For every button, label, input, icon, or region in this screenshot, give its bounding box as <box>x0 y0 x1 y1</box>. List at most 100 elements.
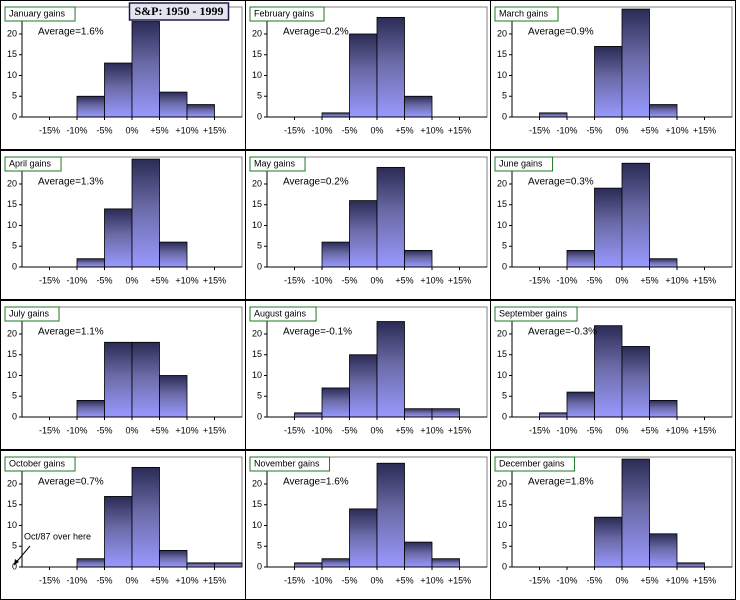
panel-title: October gains <box>9 458 66 468</box>
panel-title: December gains <box>499 458 565 468</box>
x-tick-label: +15% <box>448 425 471 435</box>
x-tick-label: +10% <box>420 275 443 285</box>
panel: 0510152025-15%-10%-5%0%+5%+10%+15%Septem… <box>490 300 736 450</box>
x-tick-label: -5% <box>586 425 602 435</box>
x-tick-label: -10% <box>66 425 87 435</box>
y-tick-label: 5 <box>502 91 507 101</box>
y-tick-label: 5 <box>257 91 262 101</box>
note: Oct/87 over here <box>24 531 91 541</box>
main-title-box <box>128 2 230 21</box>
y-tick-label: 10 <box>497 520 507 530</box>
y-tick-label: 5 <box>257 241 262 251</box>
y-tick-label: 10 <box>252 220 262 230</box>
panel-title: May gains <box>254 158 296 168</box>
panel-title-box <box>494 456 576 472</box>
x-tick-label: +5% <box>640 275 658 285</box>
x-tick-label: 0% <box>125 425 138 435</box>
bar <box>404 95 433 118</box>
y-tick-label: 20 <box>497 478 507 488</box>
panel-title: April gains <box>9 158 52 168</box>
x-tick-label: +10% <box>420 575 443 585</box>
x-tick-label: -15% <box>529 125 550 135</box>
bar <box>131 341 160 418</box>
y-tick-label: 20 <box>497 178 507 188</box>
y-tick-label: 5 <box>257 391 262 401</box>
bar <box>321 387 350 418</box>
x-tick-label: -10% <box>311 425 332 435</box>
y-tick-label: 15 <box>7 199 17 209</box>
y-tick-label: 15 <box>497 349 507 359</box>
x-tick-label: -15% <box>529 575 550 585</box>
average-annotation: Average=0.2% <box>283 27 349 38</box>
x-tick-label: +5% <box>640 575 658 585</box>
x-tick-label: +10% <box>175 125 198 135</box>
x-tick-label: 0% <box>370 125 383 135</box>
bar <box>566 391 595 418</box>
y-tick-label: 10 <box>7 70 17 80</box>
x-tick-label: +5% <box>150 425 168 435</box>
panel: 0510152025-15%-10%-5%0%+5%+10%+15%Decemb… <box>490 450 736 600</box>
bar <box>649 533 678 568</box>
x-tick-label: -15% <box>39 575 60 585</box>
x-tick-label: 0% <box>370 425 383 435</box>
y-tick-label: 10 <box>497 370 507 380</box>
bar <box>349 354 378 418</box>
panel-title: March gains <box>499 8 549 18</box>
bar <box>349 508 378 568</box>
y-tick-label: 20 <box>252 328 262 338</box>
x-tick-label: -15% <box>39 125 60 135</box>
bar <box>404 541 433 568</box>
panel: 0510152025-15%-10%-5%0%+5%+10%+15%Januar… <box>0 0 246 150</box>
panel-title-box <box>249 156 306 172</box>
bar <box>376 462 405 568</box>
bar <box>431 408 460 418</box>
x-tick-label: +15% <box>203 275 226 285</box>
y-tick-label: 0 <box>12 111 17 121</box>
bar <box>104 62 133 118</box>
panel-title-box <box>4 306 60 322</box>
average-annotation: Average=-0.1% <box>283 327 352 338</box>
y-tick-label: 20 <box>497 28 507 38</box>
x-tick-label: 0% <box>615 425 628 435</box>
x-tick-label: +10% <box>420 425 443 435</box>
panel-title-box <box>4 456 76 472</box>
x-tick-label: -5% <box>96 425 112 435</box>
panel: 0510152025-15%-10%-5%0%+5%+10%+15%Februa… <box>245 0 491 150</box>
bar <box>621 346 650 418</box>
x-tick-label: +5% <box>395 125 413 135</box>
panel-title: August gains <box>254 308 307 318</box>
y-tick-label: 10 <box>497 220 507 230</box>
panel-title: July gains <box>9 308 50 318</box>
y-tick-label: 10 <box>252 370 262 380</box>
y-tick-label: 5 <box>12 541 17 551</box>
x-tick-label: -10% <box>556 575 577 585</box>
x-tick-label: -5% <box>341 275 357 285</box>
y-tick-label: 5 <box>12 391 17 401</box>
bar <box>186 562 215 568</box>
panel: 0510152025-15%-10%-5%0%+5%+10%+15%Novemb… <box>245 450 491 600</box>
bar <box>186 104 215 118</box>
average-annotation: Average=-0.3% <box>528 327 597 338</box>
y-tick-label: 15 <box>252 499 262 509</box>
y-tick-label: 10 <box>7 220 17 230</box>
x-tick-label: +5% <box>395 425 413 435</box>
x-tick-label: -10% <box>66 275 87 285</box>
x-tick-label: -10% <box>66 575 87 585</box>
panel: 0510152025-15%-10%-5%0%+5%+10%+15%Octobe… <box>0 450 246 600</box>
bar <box>159 549 188 568</box>
x-tick-label: -15% <box>284 575 305 585</box>
x-tick-label: +5% <box>150 275 168 285</box>
x-tick-label: +10% <box>175 425 198 435</box>
panel-title-box <box>494 156 554 172</box>
average-annotation: Average=0.3% <box>528 177 594 188</box>
y-tick-label: 20 <box>252 478 262 488</box>
x-tick-label: -5% <box>96 575 112 585</box>
y-tick-label: 0 <box>12 261 17 271</box>
y-tick-label: 20 <box>497 328 507 338</box>
y-tick-label: 0 <box>257 411 262 421</box>
x-tick-label: -10% <box>556 425 577 435</box>
bar <box>539 412 568 418</box>
x-tick-label: -15% <box>284 425 305 435</box>
x-tick-label: -15% <box>39 275 60 285</box>
y-tick-label: 20 <box>252 178 262 188</box>
